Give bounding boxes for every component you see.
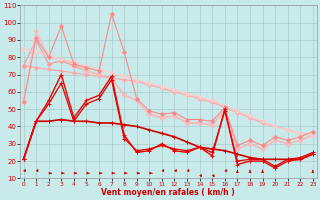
X-axis label: Vent moyen/en rafales ( km/h ): Vent moyen/en rafales ( km/h ) xyxy=(101,188,235,197)
